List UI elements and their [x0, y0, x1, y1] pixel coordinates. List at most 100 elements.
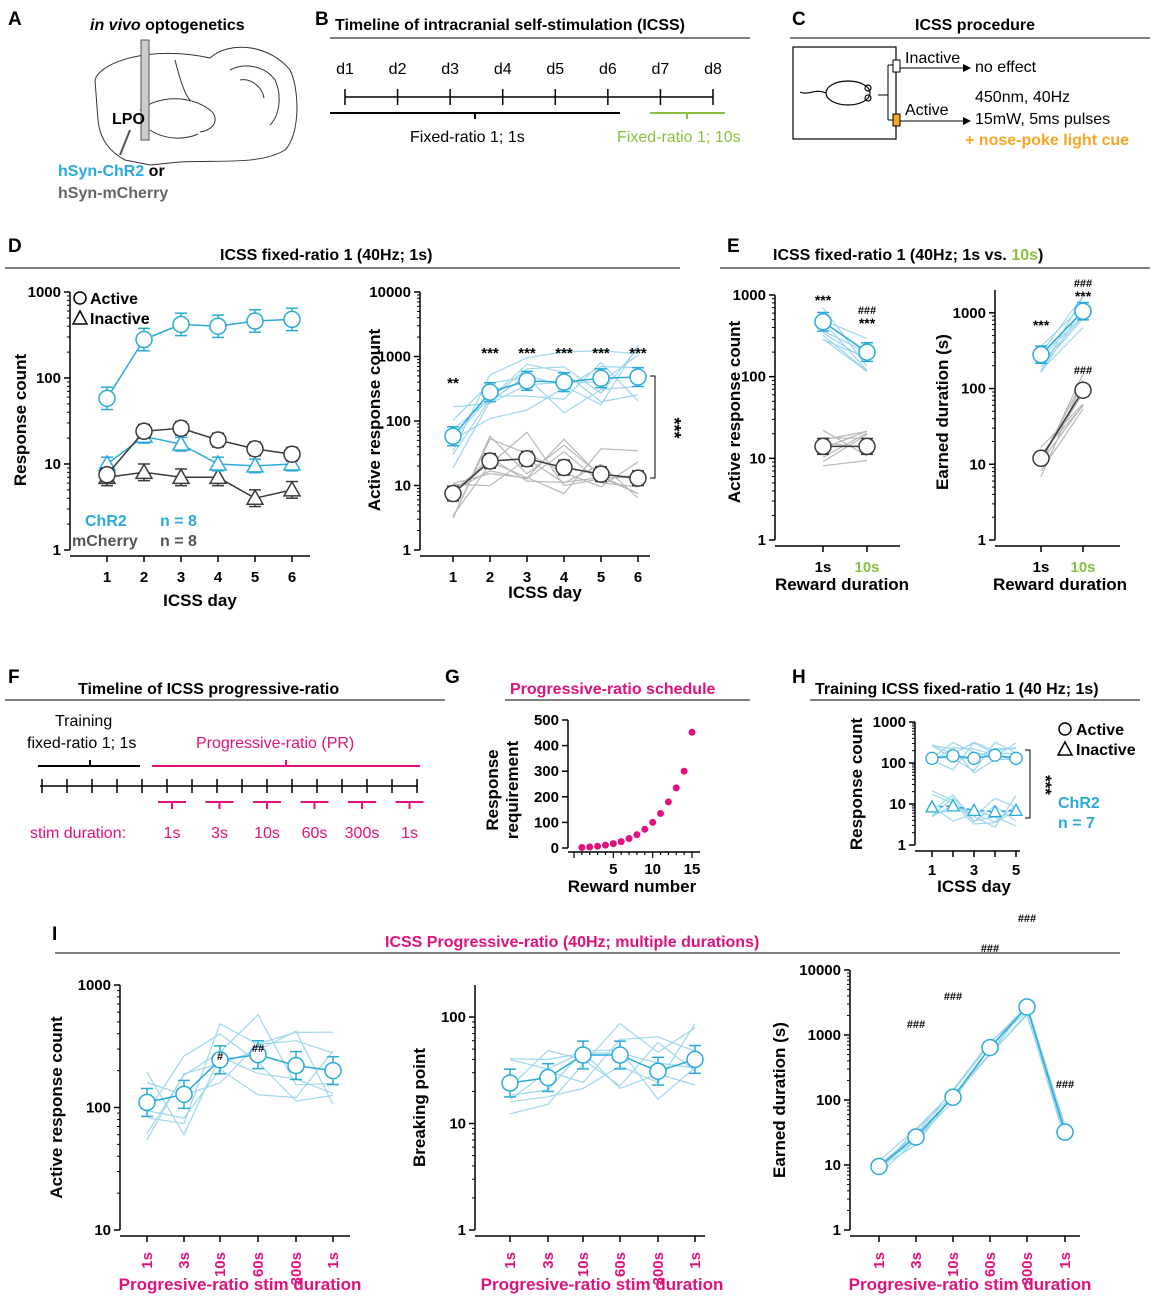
mcherry-active-point	[135, 422, 153, 441]
chart-i-mid: 1 10 100 1s 3s 10s 60s 300s 1s Breaking point Prog…	[410, 985, 723, 1294]
x-tick-label: 3	[523, 569, 531, 586]
y-axis-title: Response count	[11, 354, 30, 487]
i-chr2-point	[944, 1088, 962, 1107]
y-tick-label: 100	[881, 755, 906, 772]
x-tick-label: 1s	[325, 1252, 342, 1269]
i-chr2-point	[287, 1056, 305, 1075]
e-annotation: ###	[858, 305, 876, 317]
i-chr2-point	[574, 1046, 592, 1064]
y-tick-label: 10	[824, 1157, 841, 1174]
y-tick-label: 10	[889, 796, 906, 813]
stim-duration-label: stim duration:	[30, 825, 126, 842]
chr2-active-point	[555, 373, 573, 391]
mcherry-line	[1040, 389, 1084, 459]
i-chr2-point	[649, 1062, 667, 1080]
individual-line	[452, 361, 639, 440]
panel-a: A in vivo optogenetics LPO hSyn-ChR2 or …	[8, 9, 298, 202]
panel-d-title: ICSS fixed-ratio 1 (40Hz; 1s)	[220, 247, 433, 264]
chart-d-right: 1 10 100 1000 10000 1 2 3 4 5 6 Active response cou…	[365, 284, 650, 602]
y-tick-label: 100	[36, 370, 61, 387]
panel-c-title: ICSS procedure	[915, 17, 1035, 34]
x-tick-label: 1s	[1057, 1252, 1074, 1269]
chr2-active-point	[518, 372, 536, 390]
mcherry-active-point	[172, 419, 190, 438]
individual-line	[509, 1041, 696, 1088]
y-tick-label: 1	[833, 1222, 841, 1239]
mcherry-active-line	[106, 427, 293, 476]
mcherry-inactive-point	[171, 467, 191, 485]
chart-e-left: 1 10 100 1000 1s 10s Active response count Rewa…	[725, 287, 909, 594]
h-sig-bracket	[1025, 749, 1031, 819]
y-axis-title: Active response count	[365, 328, 384, 511]
x-axis-title: Progresive-ratio stim duration	[849, 1275, 1092, 1294]
y-axis-title: Breaking point	[410, 1048, 429, 1167]
x-tick-label: 6	[288, 569, 296, 586]
y-tick-label: 10	[449, 1116, 466, 1133]
y-tick-label: 100	[741, 369, 766, 386]
chr2-active-point	[444, 427, 462, 446]
legend-inactive-marker	[71, 309, 89, 325]
x-tick-label: 4	[560, 569, 569, 586]
individual-line	[822, 334, 868, 372]
x-tick-label: 60s	[612, 1252, 629, 1277]
y-tick-label: 10	[394, 478, 411, 495]
i-annotation: ##	[252, 1043, 264, 1055]
x-tick-label: 10s	[575, 1252, 592, 1277]
mcherry-point	[858, 437, 876, 456]
y-tick-label: 10000	[369, 284, 411, 301]
x-tick-label: 2	[140, 569, 148, 586]
x-tick-label: 300s	[288, 1252, 305, 1285]
stim-params-2: 15mW, 5ms pulses	[975, 111, 1110, 128]
panel-g: G Progressive-ratio schedule 0 100 200 300 4…	[445, 667, 750, 896]
d-annotation: ***	[592, 345, 610, 362]
mcherry-inactive-point	[134, 462, 154, 480]
panel-letter-h: H	[792, 667, 806, 688]
individual-line	[1040, 404, 1084, 463]
i-annotation: #	[217, 1051, 223, 1063]
d-mcherry-label: mCherry	[72, 533, 138, 550]
y-tick-label: 200	[534, 789, 559, 806]
f-duration-label: 300s	[345, 825, 380, 842]
individual-line	[146, 1055, 334, 1137]
panel-a-title-italic: in vivo	[90, 17, 141, 34]
y-tick-label: 100	[961, 381, 986, 398]
x-tick-label: 1	[103, 569, 111, 586]
g-point	[609, 840, 617, 848]
individual-line	[931, 793, 1017, 825]
panel-letter-b: B	[315, 9, 329, 30]
chr2-inactive-point	[208, 454, 228, 471]
h-legend-active-label: Active	[1076, 722, 1124, 739]
mcherry-point	[1074, 381, 1092, 399]
i-chr2-point	[907, 1128, 925, 1146]
i-chr2-point	[981, 1038, 999, 1057]
x-tick-label: 5	[609, 861, 617, 878]
individual-line	[931, 741, 1017, 772]
c-branch-lines	[878, 65, 889, 120]
y-tick-label: 10	[94, 1222, 111, 1239]
panel-b: B Timeline of intracranial self-stimulat…	[315, 9, 750, 146]
individual-line	[822, 430, 868, 441]
g-point	[601, 841, 609, 849]
i-annotation: ###	[907, 1019, 925, 1031]
x-axis-title: Reward number	[568, 877, 697, 896]
chr2-point	[858, 343, 876, 361]
x-tick-label: 60s	[982, 1252, 999, 1277]
y-tick-label: 1	[898, 837, 906, 854]
i-chr2-point	[249, 1045, 267, 1064]
f-timeline	[38, 760, 420, 793]
i-chr2-point	[1018, 998, 1036, 1016]
panel-letter-a: A	[8, 9, 22, 30]
hsyn-chr2-label: hSyn-ChR2 or	[58, 163, 165, 180]
individual-line	[822, 338, 868, 373]
individual-line	[452, 350, 639, 452]
b-day-label: d2	[389, 61, 407, 78]
y-tick-label: 1	[458, 1222, 466, 1239]
chr2-point	[814, 313, 832, 331]
chr2-active-point	[209, 317, 227, 335]
fr1-1s-label: Fixed-ratio 1; 1s	[410, 129, 525, 146]
y-tick-label: 1000	[953, 305, 986, 322]
brain-sagittal-icon	[94, 46, 298, 166]
x-tick-label: 1	[449, 569, 457, 586]
b-day-label: d8	[704, 61, 722, 78]
individual-line	[146, 1033, 334, 1113]
